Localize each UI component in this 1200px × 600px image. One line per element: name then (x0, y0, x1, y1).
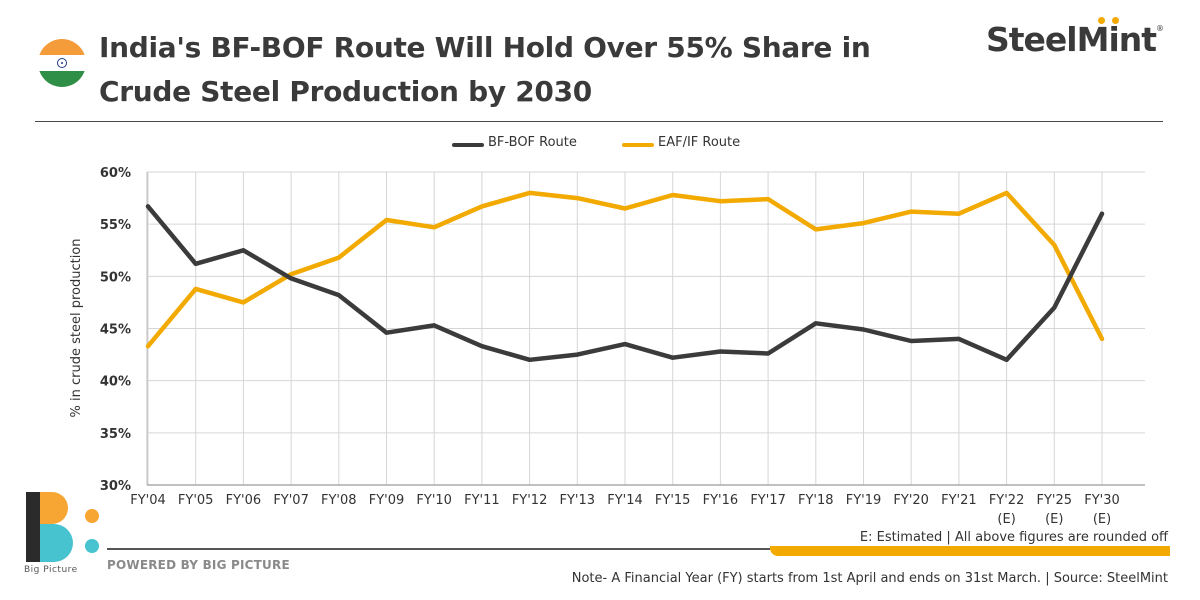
x-tick-label: FY'22 (989, 493, 1025, 508)
x-tick-label: FY'17 (750, 493, 786, 508)
data-point-bf-bof (384, 330, 389, 335)
x-tick-label: FY'13 (560, 493, 596, 508)
x-tick-label: FY'18 (798, 493, 834, 508)
data-point-eaf-if (1004, 190, 1009, 195)
data-point-bf-bof (861, 327, 866, 332)
x-tick-sublabel: (E) (1093, 512, 1111, 527)
x-tick-label: FY'08 (321, 493, 357, 508)
estimated-note: E: Estimated | All above figures are rou… (859, 530, 1168, 545)
data-point-bf-bof (527, 357, 532, 362)
data-point-eaf-if (909, 209, 914, 214)
data-point-bf-bof (1052, 305, 1057, 310)
data-point-eaf-if (718, 199, 723, 204)
brand-dot-icon (1098, 17, 1105, 24)
y-axis-title: % in crude steel production (69, 239, 84, 418)
data-point-bf-bof (193, 261, 198, 266)
y-tick-label: 55% (100, 218, 131, 233)
data-point-bf-bof (289, 276, 294, 281)
data-point-bf-bof (1100, 211, 1104, 216)
steelmint-logo: SteelMint ® (986, 17, 1166, 64)
x-tick-label: FY'20 (893, 493, 929, 508)
data-point-eaf-if (956, 211, 961, 216)
data-point-eaf-if (623, 206, 627, 211)
data-point-bf-bof (909, 339, 914, 344)
data-point-eaf-if (432, 225, 437, 230)
title-line-2: Crude Steel Production by 2030 (99, 75, 592, 108)
x-tick-label: FY'21 (941, 493, 977, 508)
data-point-eaf-if (1100, 336, 1104, 341)
brand-dot-icon (1112, 17, 1119, 24)
data-point-eaf-if (813, 227, 818, 232)
x-tick-label: FY'14 (607, 493, 643, 508)
title-line-1: India's BF-BOF Route Will Hold Over 55% … (99, 31, 871, 64)
page-title: India's BF-BOF Route Will Hold Over 55% … (99, 26, 959, 114)
india-flag-icon (38, 39, 86, 87)
chart-series (145, 190, 1105, 363)
data-point-eaf-if (479, 204, 484, 209)
y-tick-label: 50% (100, 270, 131, 285)
x-tick-label: FY'07 (273, 493, 309, 508)
x-tick-label: FY'11 (464, 493, 500, 508)
data-point-eaf-if (861, 221, 866, 226)
x-tick-sublabel: (E) (997, 512, 1015, 527)
data-point-eaf-if (193, 286, 198, 291)
brand-name: SteelMint (986, 20, 1157, 59)
data-point-bf-bof (623, 342, 627, 347)
x-tick-label: FY'10 (416, 493, 452, 508)
footer-accent-bar (770, 546, 1170, 556)
data-point-eaf-if (146, 344, 150, 349)
chart-labels: 30% 35% 40% 45% 50% 55% 60% FY'04 FY'05 FY'06 FY'0… (69, 166, 1120, 527)
x-tick-label: FY'25 (1037, 493, 1073, 508)
x-tick-label: FY'15 (655, 493, 691, 508)
big-picture-logo-icon (26, 492, 99, 562)
source-note: Note- A Financial Year (FY) starts from … (571, 571, 1168, 586)
data-point-eaf-if (766, 197, 771, 202)
data-point-bf-bof (813, 321, 818, 326)
y-tick-label: 35% (100, 427, 131, 442)
footer-divider (107, 548, 770, 550)
data-point-bf-bof (241, 248, 246, 253)
data-point-bf-bof (336, 293, 341, 298)
data-point-bf-bof (1004, 357, 1009, 362)
data-point-bf-bof (575, 352, 580, 357)
data-point-bf-bof (766, 351, 771, 356)
data-point-bf-bof (956, 336, 961, 341)
data-point-bf-bof (670, 355, 675, 360)
header-divider (35, 121, 1163, 122)
data-point-eaf-if (384, 217, 389, 222)
data-point-bf-bof (432, 323, 437, 328)
data-point-eaf-if (1052, 243, 1057, 248)
x-tick-label: FY'09 (369, 493, 405, 508)
powered-by-text: POWERED BY BIG PICTURE (107, 558, 290, 572)
legend-label-bf-bof: BF-BOF Route (488, 135, 577, 150)
y-tick-label: 45% (100, 323, 131, 338)
y-tick-label: 60% (100, 166, 131, 181)
data-point-eaf-if (527, 190, 532, 195)
x-tick-label: FY'12 (512, 493, 548, 508)
data-point-eaf-if (241, 300, 246, 305)
brand-registered-mark: ® (1156, 24, 1164, 33)
x-tick-label: FY'05 (178, 493, 214, 508)
data-point-eaf-if (336, 255, 341, 260)
x-tick-label: FY'19 (846, 493, 882, 508)
chart-grid (147, 171, 1145, 486)
legend-swatch-eaf-if (622, 143, 654, 147)
data-point-bf-bof (146, 204, 150, 209)
big-picture-name: Big Picture (24, 565, 78, 575)
legend-swatch-bf-bof (452, 143, 484, 147)
x-tick-label: FY'16 (703, 493, 739, 508)
data-point-bf-bof (479, 344, 484, 349)
x-tick-sublabel: (E) (1045, 512, 1063, 527)
x-tick-label: FY'30 (1084, 493, 1120, 508)
data-point-eaf-if (670, 192, 675, 197)
data-point-bf-bof (718, 349, 723, 354)
chart-axes (146, 172, 1145, 486)
y-tick-label: 40% (100, 375, 131, 390)
legend-label-eaf-if: EAF/IF Route (658, 135, 741, 150)
x-tick-label: FY'04 (130, 493, 166, 508)
y-tick-label: 30% (100, 479, 131, 494)
data-point-eaf-if (575, 196, 580, 201)
x-tick-label: FY'06 (226, 493, 262, 508)
